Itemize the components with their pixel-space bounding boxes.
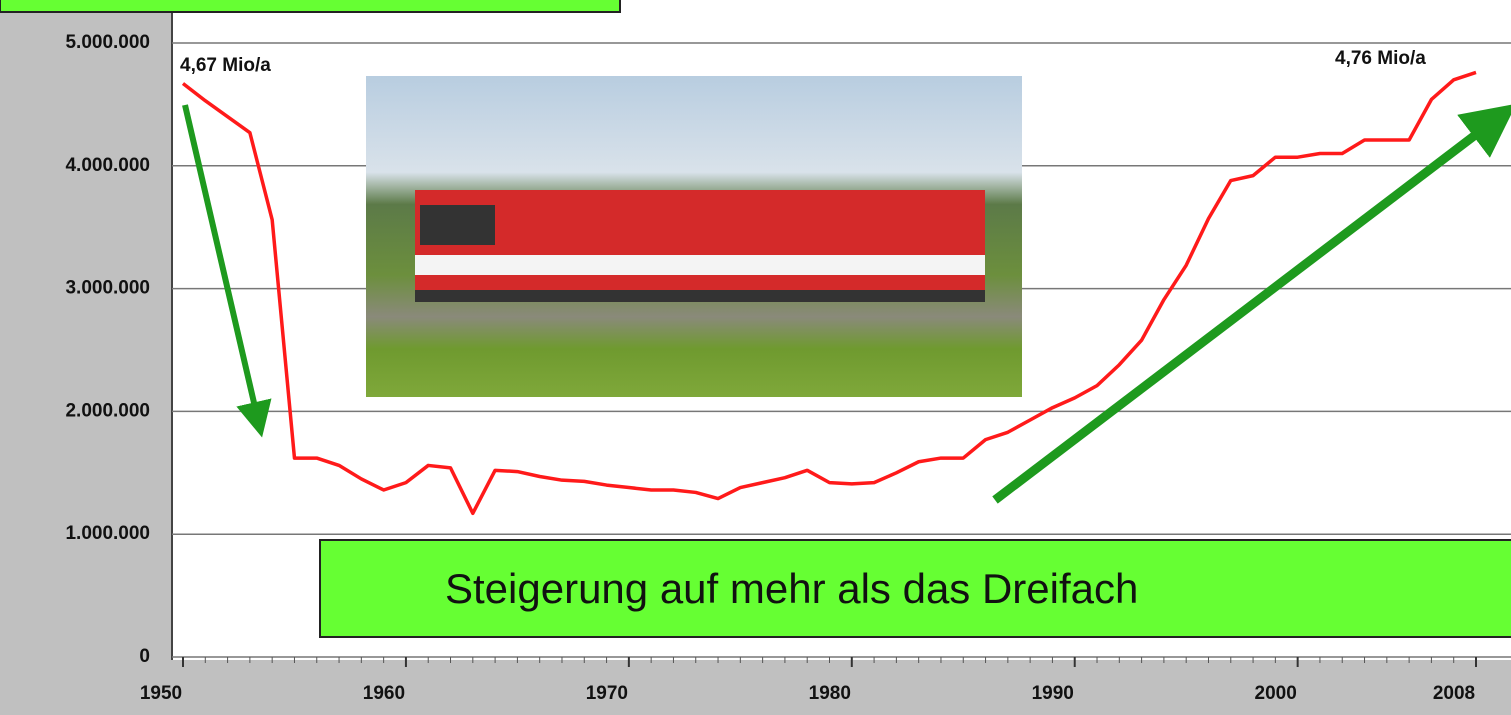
x-tick-label: 2008 bbox=[1433, 683, 1475, 704]
y-tick-label: 3.000.000 bbox=[65, 278, 150, 299]
y-tick-label: 5.000.000 bbox=[65, 32, 150, 53]
x-tick-label: 1970 bbox=[586, 683, 628, 704]
x-tick-label: 1980 bbox=[809, 683, 851, 704]
title-box bbox=[0, 0, 621, 13]
x-tick-label: 2000 bbox=[1255, 683, 1297, 704]
data-line bbox=[181, 70, 1477, 516]
y-tick-label: 1.000.000 bbox=[65, 523, 150, 544]
x-tick-label: 1950 bbox=[140, 683, 182, 704]
annotation-box bbox=[319, 539, 1511, 638]
y-tick-label: 0 bbox=[139, 646, 150, 667]
y-tick-label: 2.000.000 bbox=[65, 400, 150, 421]
x-tick-label: 1960 bbox=[363, 683, 405, 704]
annotation: 4,67 Mio/a bbox=[180, 55, 271, 76]
annotation: 4,76 Mio/a bbox=[1335, 48, 1426, 69]
arrow-up bbox=[992, 103, 1511, 504]
annotation: Steigerung auf mehr als das Dreifach bbox=[445, 565, 1138, 612]
y-tick-label: 4.000.000 bbox=[65, 155, 150, 176]
photo bbox=[366, 76, 1022, 397]
x-tick-label: 1990 bbox=[1032, 683, 1074, 704]
arrow-down bbox=[182, 104, 272, 438]
